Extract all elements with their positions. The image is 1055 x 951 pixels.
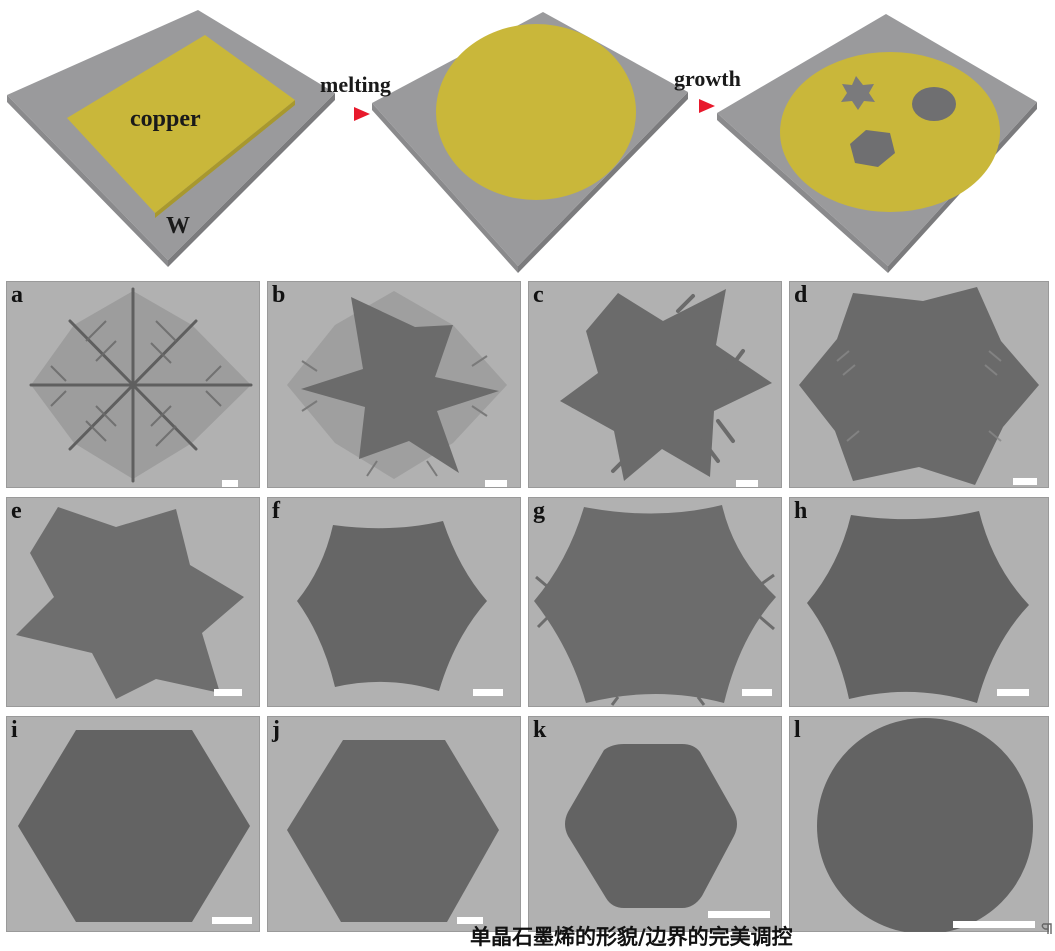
scale-bar — [1013, 478, 1037, 485]
figure-caption: 单晶石墨烯的形貌/边界的完美调控 — [470, 925, 793, 949]
scale-bar — [214, 689, 242, 696]
scale-bar — [742, 689, 772, 696]
panel-f: f — [267, 497, 521, 707]
panel-letter: b — [272, 282, 286, 308]
panel-j: j — [267, 716, 521, 932]
substrate-label: W — [166, 213, 190, 239]
concave-hexagon-shape — [807, 511, 1029, 703]
panel-d: d — [789, 281, 1049, 488]
spiky-star-shape — [560, 289, 772, 481]
panel-letter: h — [794, 498, 808, 524]
circle-shape — [817, 718, 1033, 932]
arrow-icon — [699, 99, 715, 113]
panel-letter: l — [794, 717, 801, 743]
hexagon-shape — [287, 740, 499, 922]
copper-label: copper — [130, 106, 201, 132]
copper-disk-with-graphene — [780, 52, 1000, 212]
graphene-circle-domain — [912, 87, 956, 121]
paragraph-mark-icon — [1041, 923, 1052, 934]
scale-bar — [473, 689, 503, 696]
copper-foil — [67, 35, 295, 218]
panel-letter: f — [272, 498, 280, 524]
panel-letter: k — [533, 717, 547, 743]
molten-copper-disk — [436, 24, 636, 200]
panel-l: l — [789, 716, 1049, 932]
growth-step-label: growth — [674, 66, 741, 91]
dendrite-star-shape — [287, 291, 507, 479]
panel-i: i — [6, 716, 260, 932]
scale-bar — [708, 911, 770, 918]
graphene-hexagon-domain — [850, 130, 895, 167]
serrated-hexagon-shape — [534, 505, 776, 706]
rounded-hexagon-shape — [565, 744, 737, 908]
dendrite-snowflake-shape — [29, 287, 253, 483]
panel-b: b — [267, 281, 521, 488]
scale-bar — [212, 917, 252, 924]
panel-g: g — [528, 497, 782, 707]
scale-bar — [736, 480, 758, 487]
scale-bar — [457, 917, 483, 924]
concave-hexagon-shape — [297, 521, 487, 691]
panel-letter: j — [272, 717, 280, 743]
scale-bar — [953, 921, 1035, 928]
panel-a: a — [6, 281, 260, 488]
panel-e: e — [6, 497, 260, 707]
panel-letter: c — [533, 282, 544, 308]
panel-h: h — [789, 497, 1049, 707]
hexagon-shape — [18, 730, 250, 922]
graphene-star-domain — [841, 76, 875, 110]
scale-bar — [485, 480, 507, 487]
panel-letter: e — [11, 498, 22, 524]
scale-bar — [997, 689, 1029, 696]
panel-letter: g — [533, 498, 545, 524]
growth-schematic — [7, 10, 1037, 273]
panel-k: k — [528, 716, 782, 932]
arrow-icon — [354, 107, 370, 121]
panel-letter: i — [11, 717, 18, 743]
melting-step-label: melting — [320, 72, 391, 97]
scale-bar — [222, 480, 238, 487]
six-point-star-shape — [16, 507, 244, 699]
panel-letter: d — [794, 282, 808, 308]
panel-c: c — [528, 281, 782, 488]
panel-letter: a — [11, 282, 23, 308]
fringed-hexagon-shape — [799, 287, 1039, 485]
